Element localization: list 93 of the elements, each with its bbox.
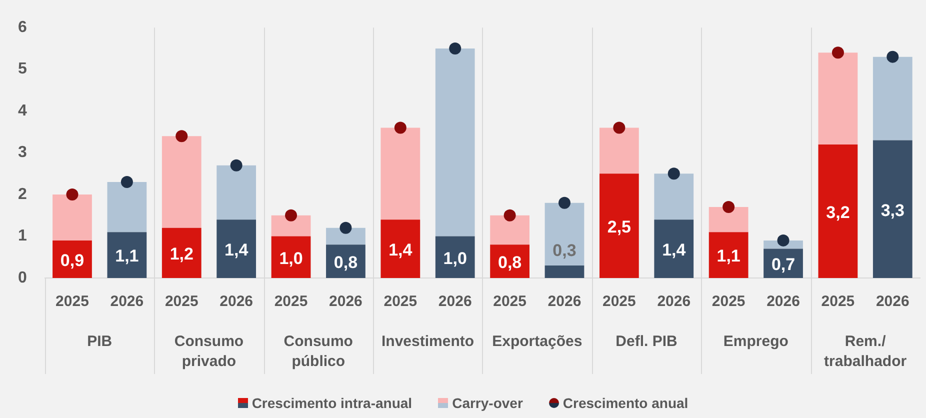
data-label: 3,2 [826, 202, 850, 222]
x-tick-label: 2026 [438, 293, 472, 310]
x-tick-label: 2025 [384, 293, 418, 310]
y-tick-label: 2 [18, 186, 27, 203]
y-tick-label: 0 [18, 269, 27, 286]
x-tick-label: 2025 [164, 293, 198, 310]
data-label: 2,5 [607, 218, 632, 237]
x-tick-label: 2025 [712, 293, 746, 310]
y-tick-label: 6 [18, 19, 27, 36]
bar [708, 207, 748, 232]
x-tick-label: 2026 [329, 293, 362, 310]
bar [435, 48, 475, 236]
data-label: 0,9 [60, 250, 84, 270]
x-tick-label: 2026 [876, 293, 910, 310]
x-tick-label: 2026 [110, 293, 144, 310]
data-label: 1,2 [170, 244, 194, 264]
data-label: 1,4 [388, 240, 413, 260]
bar [872, 56, 912, 140]
x-tick-label: 2026 [548, 293, 582, 310]
data-label: 1,4 [662, 240, 686, 260]
data-label: 1,1 [716, 246, 740, 266]
data-label: 1,0 [279, 248, 303, 268]
bar [162, 136, 202, 228]
data-label: 0,7 [771, 255, 796, 274]
bar [216, 165, 256, 220]
bar [708, 232, 748, 278]
point [722, 201, 735, 214]
text: Consumo privado [174, 333, 244, 370]
y-tick-label: 1 [18, 228, 27, 245]
point [285, 209, 298, 222]
y-tick-label: 5 [18, 60, 27, 78]
text: Defl. PIB [616, 333, 678, 350]
y-tick-label: 4 [18, 102, 27, 120]
point [120, 176, 133, 188]
point [449, 42, 462, 54]
bar [380, 220, 420, 278]
x-tick-label: 2025 [56, 293, 89, 310]
bar [435, 236, 475, 278]
data-label: 3,3 [880, 200, 904, 220]
x-tick-label: 2026 [657, 293, 691, 310]
text: Exportações [492, 333, 582, 350]
x-tick-label: 2025 [493, 293, 526, 310]
y-tick-label: 3 [18, 144, 27, 162]
x-tick-label: 2025 [821, 293, 855, 310]
bar [654, 220, 694, 278]
legend-label: Crescimento intra-anual [252, 395, 412, 411]
point [832, 46, 844, 59]
bar [107, 232, 147, 278]
bar [380, 128, 420, 220]
bar [326, 228, 366, 245]
bar [544, 202, 584, 266]
point [668, 168, 680, 180]
data-label: 1,4 [224, 240, 249, 260]
bar [271, 215, 311, 236]
text: Emprego [723, 333, 788, 350]
point [340, 222, 352, 234]
point [777, 234, 790, 246]
data-label: 0,8 [334, 252, 358, 272]
point [504, 209, 516, 222]
bar [654, 174, 694, 220]
point [558, 196, 570, 209]
x-tick-label: 2026 [766, 293, 800, 310]
bar [216, 220, 256, 278]
point [394, 122, 406, 134]
point [886, 50, 899, 63]
text: Consumo público [284, 333, 353, 370]
bar [599, 128, 639, 174]
x-tick-label: 2025 [274, 293, 308, 310]
bar [490, 215, 530, 245]
x-tick-label: 2026 [220, 293, 254, 310]
bar [599, 174, 639, 278]
text: Rem./ trabalhador [824, 333, 907, 370]
x-tick-label: 2025 [602, 293, 636, 310]
text: PIB [87, 333, 112, 350]
data-label: 1,0 [443, 248, 467, 268]
bar [271, 236, 311, 278]
data-label: 0,8 [498, 252, 522, 272]
bar [107, 182, 147, 232]
bar [52, 194, 92, 240]
legend-label: Crescimento anual [562, 395, 688, 411]
data-label: 1,1 [115, 246, 139, 266]
point [613, 122, 626, 134]
point [176, 130, 188, 142]
bar [818, 52, 858, 144]
data-label: 0,3 [552, 241, 576, 260]
bar [818, 144, 858, 278]
bar [162, 228, 202, 278]
point [66, 188, 78, 201]
bar [544, 265, 584, 278]
bar [872, 140, 912, 278]
text: Investimento [381, 333, 474, 350]
legend-label: Carry-over [452, 395, 523, 411]
point [230, 159, 242, 172]
